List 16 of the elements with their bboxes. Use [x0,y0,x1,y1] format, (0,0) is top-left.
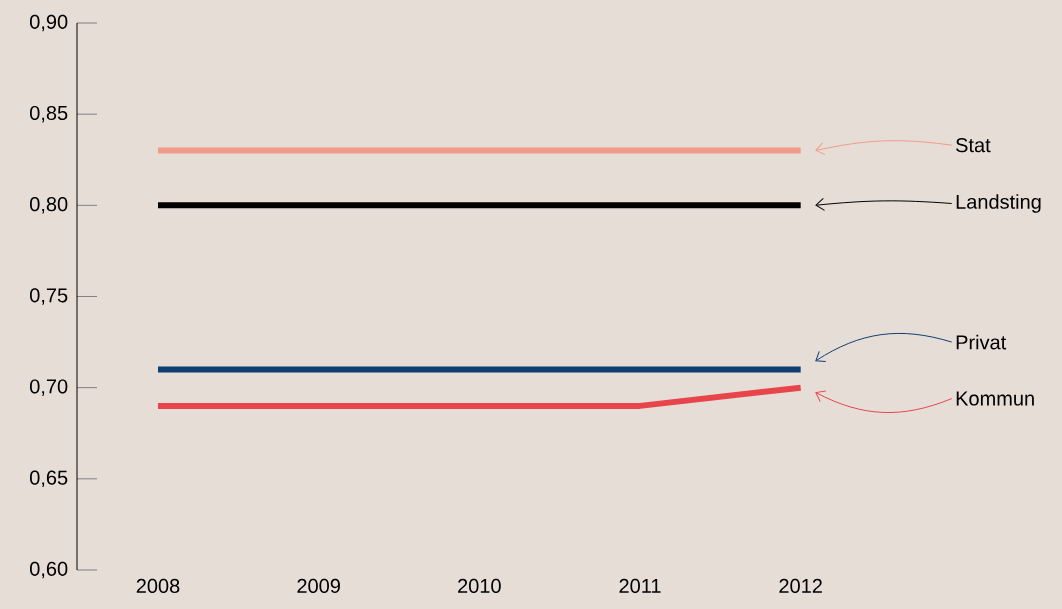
text: Privat [956,334,1007,350]
y-tick-label: 0,90 [30,14,68,32]
x-tick-label: 2008 [136,578,180,593]
text: Landsting [956,194,1041,213]
text: Kommun [956,391,1034,406]
y-tick-label: 0,65 [30,470,68,488]
y-tick-label: 0,75 [30,288,68,305]
y-tick-label: 0,70 [30,379,68,396]
y-tick-label: 0,60 [30,561,68,579]
x-tick-label: 2012 [779,578,822,593]
x-tick-label: 2010 [458,578,501,593]
text: Stat [956,138,991,153]
x-tick-label: 2011 [619,578,661,593]
y-tick-label: 0,85 [30,105,68,123]
x-tick-label: 2009 [297,578,340,593]
y-tick-label: 0,80 [30,197,68,214]
